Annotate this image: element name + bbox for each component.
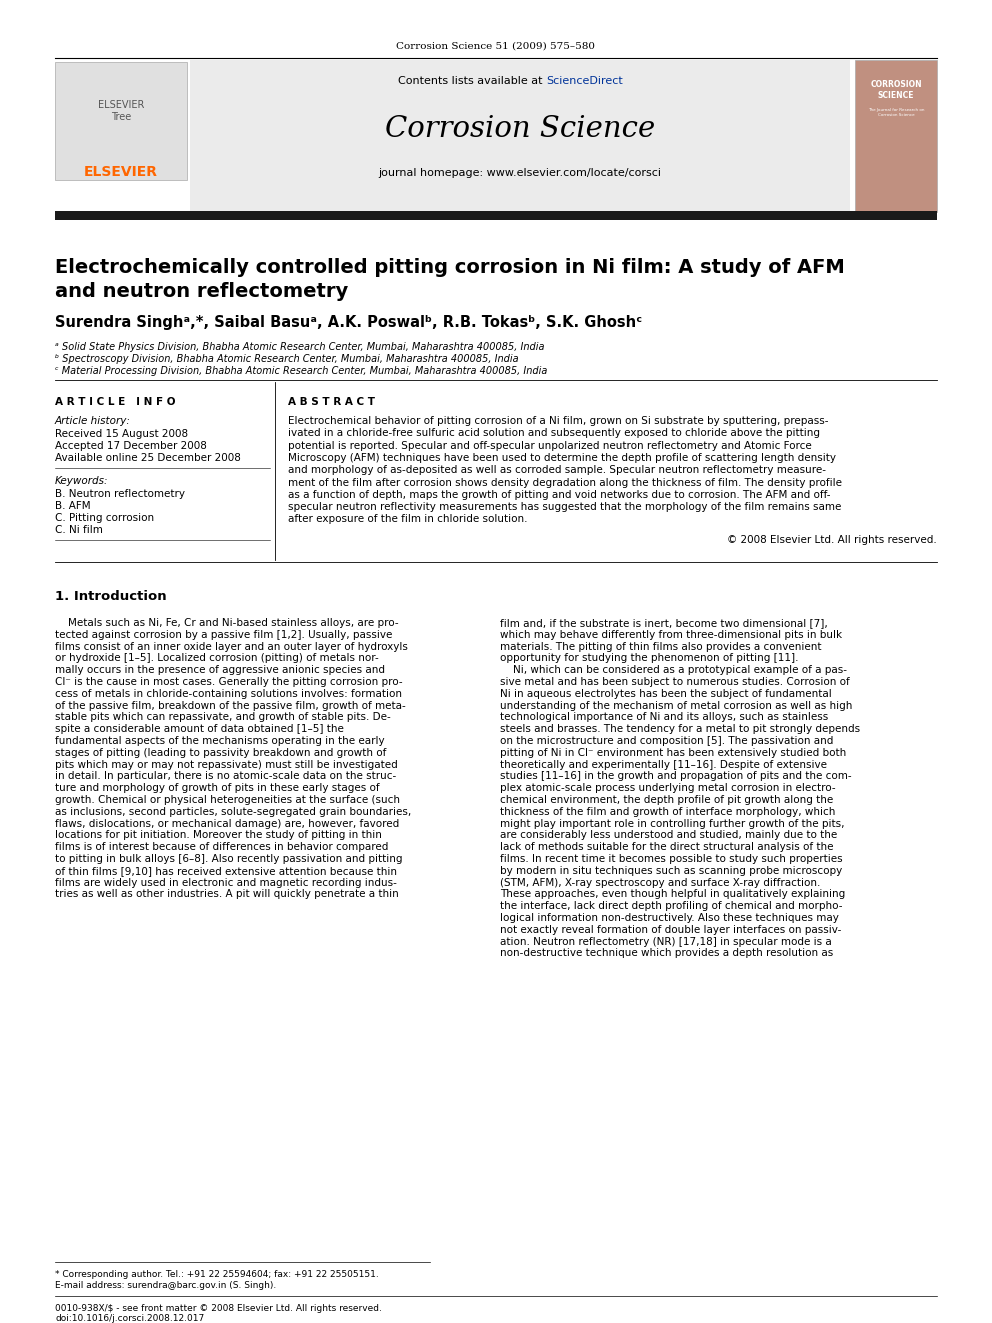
Text: © 2008 Elsevier Ltd. All rights reserved.: © 2008 Elsevier Ltd. All rights reserved…	[727, 534, 937, 545]
Text: (STM, AFM), X-ray spectroscopy and surface X-ray diffraction.: (STM, AFM), X-ray spectroscopy and surfa…	[500, 877, 820, 888]
Text: as a function of depth, maps the growth of pitting and void networks due to corr: as a function of depth, maps the growth …	[288, 490, 830, 500]
Text: as inclusions, second particles, solute-segregated grain boundaries,: as inclusions, second particles, solute-…	[55, 807, 412, 816]
Text: specular neutron reflectivity measurements has suggested that the morphology of : specular neutron reflectivity measuremen…	[288, 503, 841, 512]
Text: Ni in aqueous electrolytes has been the subject of fundamental: Ni in aqueous electrolytes has been the …	[500, 689, 831, 699]
Text: of the passive film, breakdown of the passive film, growth of meta-: of the passive film, breakdown of the pa…	[55, 701, 406, 710]
Bar	[855, 60, 937, 212]
Text: doi:10.1016/j.corsci.2008.12.017: doi:10.1016/j.corsci.2008.12.017	[55, 1314, 204, 1323]
Text: Electrochemical behavior of pitting corrosion of a Ni film, grown on Si substrat: Electrochemical behavior of pitting corr…	[288, 415, 828, 426]
Text: Corrosion Science: Corrosion Science	[385, 115, 655, 143]
Text: to pitting in bulk alloys [6–8]. Also recently passivation and pitting: to pitting in bulk alloys [6–8]. Also re…	[55, 855, 403, 864]
Text: lack of methods suitable for the direct structural analysis of the: lack of methods suitable for the direct …	[500, 843, 833, 852]
Text: and neutron reflectometry: and neutron reflectometry	[55, 282, 348, 302]
Text: ivated in a chloride-free sulfuric acid solution and subsequently exposed to chl: ivated in a chloride-free sulfuric acid …	[288, 429, 820, 438]
Text: ture and morphology of growth of pits in these early stages of: ture and morphology of growth of pits in…	[55, 783, 380, 794]
Text: The Journal for Research on
Corrosion Science: The Journal for Research on Corrosion Sc…	[868, 108, 925, 116]
Text: * Corresponding author. Tel.: +91 22 25594604; fax: +91 22 25505151.: * Corresponding author. Tel.: +91 22 255…	[55, 1270, 379, 1279]
Text: ELSEVIER: ELSEVIER	[84, 165, 158, 179]
Text: Microscopy (AFM) techniques have been used to determine the depth profile of sca: Microscopy (AFM) techniques have been us…	[288, 452, 836, 463]
Text: mally occurs in the presence of aggressive anionic species and: mally occurs in the presence of aggressi…	[55, 665, 385, 675]
Text: cess of metals in chloride-containing solutions involves: formation: cess of metals in chloride-containing so…	[55, 689, 402, 699]
Text: films consist of an inner oxide layer and an outer layer of hydroxyls: films consist of an inner oxide layer an…	[55, 642, 408, 652]
Text: on the microstructure and composition [5]. The passivation and: on the microstructure and composition [5…	[500, 736, 833, 746]
Text: A R T I C L E   I N F O: A R T I C L E I N F O	[55, 397, 176, 407]
Text: Surendra Singhᵃ,*, Saibal Basuᵃ, A.K. Poswalᵇ, R.B. Tokasᵇ, S.K. Ghoshᶜ: Surendra Singhᵃ,*, Saibal Basuᵃ, A.K. Po…	[55, 315, 642, 329]
Text: Received 15 August 2008: Received 15 August 2008	[55, 429, 188, 439]
Text: sive metal and has been subject to numerous studies. Corrosion of: sive metal and has been subject to numer…	[500, 677, 850, 687]
Text: locations for pit initiation. Moreover the study of pitting in thin: locations for pit initiation. Moreover t…	[55, 831, 382, 840]
Text: ᵃ Solid State Physics Division, Bhabha Atomic Research Center, Mumbai, Maharasht: ᵃ Solid State Physics Division, Bhabha A…	[55, 343, 545, 352]
Bar	[190, 60, 850, 212]
Text: ment of the film after corrosion shows density degradation along the thickness o: ment of the film after corrosion shows d…	[288, 478, 842, 487]
Text: might play important role in controlling further growth of the pits,: might play important role in controlling…	[500, 819, 844, 828]
Text: Metals such as Ni, Fe, Cr and Ni-based stainless alloys, are pro-: Metals such as Ni, Fe, Cr and Ni-based s…	[55, 618, 399, 628]
Text: of thin films [9,10] has received extensive attention because thin: of thin films [9,10] has received extens…	[55, 865, 397, 876]
Text: 0010-938X/$ - see front matter © 2008 Elsevier Ltd. All rights reserved.: 0010-938X/$ - see front matter © 2008 El…	[55, 1304, 382, 1312]
Text: are considerably less understood and studied, mainly due to the: are considerably less understood and stu…	[500, 831, 837, 840]
Text: technological importance of Ni and its alloys, such as stainless: technological importance of Ni and its a…	[500, 712, 828, 722]
Text: ScienceDirect: ScienceDirect	[546, 75, 623, 86]
Text: B. AFM: B. AFM	[55, 501, 90, 511]
Text: in detail. In particular, there is no atomic-scale data on the struc-: in detail. In particular, there is no at…	[55, 771, 396, 782]
Text: materials. The pitting of thin films also provides a convenient: materials. The pitting of thin films als…	[500, 642, 821, 652]
Text: Contents lists available at: Contents lists available at	[398, 75, 546, 86]
Text: not exactly reveal formation of double layer interfaces on passiv-: not exactly reveal formation of double l…	[500, 925, 841, 935]
Text: plex atomic-scale process underlying metal corrosion in electro-: plex atomic-scale process underlying met…	[500, 783, 835, 794]
Text: the interface, lack direct depth profiling of chemical and morpho-: the interface, lack direct depth profili…	[500, 901, 842, 912]
Text: stable pits which can repassivate, and growth of stable pits. De-: stable pits which can repassivate, and g…	[55, 712, 391, 722]
Text: after exposure of the film in chloride solution.: after exposure of the film in chloride s…	[288, 515, 528, 524]
Text: C. Ni film: C. Ni film	[55, 525, 103, 534]
Text: These approaches, even though helpful in qualitatively explaining: These approaches, even though helpful in…	[500, 889, 845, 900]
Text: opportunity for studying the phenomenon of pitting [11].: opportunity for studying the phenomenon …	[500, 654, 799, 663]
Text: films is of interest because of differences in behavior compared: films is of interest because of differen…	[55, 843, 389, 852]
Text: Available online 25 December 2008: Available online 25 December 2008	[55, 452, 241, 463]
Text: which may behave differently from three-dimensional pits in bulk: which may behave differently from three-…	[500, 630, 842, 640]
Text: ELSEVIER
Tree: ELSEVIER Tree	[98, 101, 144, 122]
Text: chemical environment, the depth profile of pit growth along the: chemical environment, the depth profile …	[500, 795, 833, 804]
Text: Corrosion Science 51 (2009) 575–580: Corrosion Science 51 (2009) 575–580	[397, 42, 595, 52]
Text: potential is reported. Specular and off-specular unpolarized neutron reflectomet: potential is reported. Specular and off-…	[288, 441, 811, 451]
Text: B. Neutron reflectometry: B. Neutron reflectometry	[55, 490, 185, 499]
Text: or hydroxide [1–5]. Localized corrosion (pitting) of metals nor-: or hydroxide [1–5]. Localized corrosion …	[55, 654, 379, 663]
Text: ation. Neutron reflectometry (NR) [17,18] in specular mode is a: ation. Neutron reflectometry (NR) [17,18…	[500, 937, 831, 946]
Text: films. In recent time it becomes possible to study such properties: films. In recent time it becomes possibl…	[500, 855, 842, 864]
Text: stages of pitting (leading to passivity breakdown and growth of: stages of pitting (leading to passivity …	[55, 747, 386, 758]
Text: 1. Introduction: 1. Introduction	[55, 590, 167, 603]
Text: films are widely used in electronic and magnetic recording indus-: films are widely used in electronic and …	[55, 877, 397, 888]
Text: Keywords:: Keywords:	[55, 476, 108, 486]
Text: understanding of the mechanism of metal corrosion as well as high: understanding of the mechanism of metal …	[500, 701, 852, 710]
Text: logical information non-destructively. Also these techniques may: logical information non-destructively. A…	[500, 913, 839, 923]
Text: spite a considerable amount of data obtained [1–5] the: spite a considerable amount of data obta…	[55, 724, 344, 734]
Text: growth. Chemical or physical heterogeneities at the surface (such: growth. Chemical or physical heterogenei…	[55, 795, 400, 804]
Text: steels and brasses. The tendency for a metal to pit strongly depends: steels and brasses. The tendency for a m…	[500, 724, 860, 734]
Text: ᵇ Spectroscopy Division, Bhabha Atomic Research Center, Mumbai, Maharashtra 4000: ᵇ Spectroscopy Division, Bhabha Atomic R…	[55, 355, 519, 364]
Text: theoretically and experimentally [11–16]. Despite of extensive: theoretically and experimentally [11–16]…	[500, 759, 827, 770]
Text: tected against corrosion by a passive film [1,2]. Usually, passive: tected against corrosion by a passive fi…	[55, 630, 393, 640]
Text: pitting of Ni in Cl⁻ environment has been extensively studied both: pitting of Ni in Cl⁻ environment has bee…	[500, 747, 846, 758]
Text: E-mail address: surendra@barc.gov.in (S. Singh).: E-mail address: surendra@barc.gov.in (S.…	[55, 1281, 276, 1290]
Text: flaws, dislocations, or mechanical damage) are, however, favored: flaws, dislocations, or mechanical damag…	[55, 819, 399, 828]
Text: Cl⁻ is the cause in most cases. Generally the pitting corrosion pro-: Cl⁻ is the cause in most cases. Generall…	[55, 677, 403, 687]
Text: Article history:: Article history:	[55, 415, 131, 426]
Text: Accepted 17 December 2008: Accepted 17 December 2008	[55, 441, 207, 451]
Text: studies [11–16] in the growth and propagation of pits and the com-: studies [11–16] in the growth and propag…	[500, 771, 851, 782]
Text: C. Pitting corrosion: C. Pitting corrosion	[55, 513, 154, 523]
Text: Ni, which can be considered as a prototypical example of a pas-: Ni, which can be considered as a prototy…	[500, 665, 847, 675]
Text: film and, if the substrate is inert, become two dimensional [7],: film and, if the substrate is inert, bec…	[500, 618, 827, 628]
Bar	[55, 62, 187, 180]
Text: tries as well as other industries. A pit will quickly penetrate a thin: tries as well as other industries. A pit…	[55, 889, 399, 900]
Text: and morphology of as-deposited as well as corroded sample. Specular neutron refl: and morphology of as-deposited as well a…	[288, 466, 826, 475]
Text: by modern in situ techniques such as scanning probe microscopy: by modern in situ techniques such as sca…	[500, 865, 842, 876]
Text: fundamental aspects of the mechanisms operating in the early: fundamental aspects of the mechanisms op…	[55, 736, 385, 746]
Text: Electrochemically controlled pitting corrosion in Ni film: A study of AFM: Electrochemically controlled pitting cor…	[55, 258, 845, 277]
Text: A B S T R A C T: A B S T R A C T	[288, 397, 375, 407]
Text: pits which may or may not repassivate) must still be investigated: pits which may or may not repassivate) m…	[55, 759, 398, 770]
Text: ᶜ Material Processing Division, Bhabha Atomic Research Center, Mumbai, Maharasht: ᶜ Material Processing Division, Bhabha A…	[55, 366, 548, 376]
Bar	[55, 210, 937, 220]
Text: CORROSION
SCIENCE: CORROSION SCIENCE	[870, 79, 922, 101]
Text: non-destructive technique which provides a depth resolution as: non-destructive technique which provides…	[500, 949, 833, 958]
Text: thickness of the film and growth of interface morphology, which: thickness of the film and growth of inte…	[500, 807, 835, 816]
Text: journal homepage: www.elsevier.com/locate/corsci: journal homepage: www.elsevier.com/locat…	[379, 168, 662, 179]
